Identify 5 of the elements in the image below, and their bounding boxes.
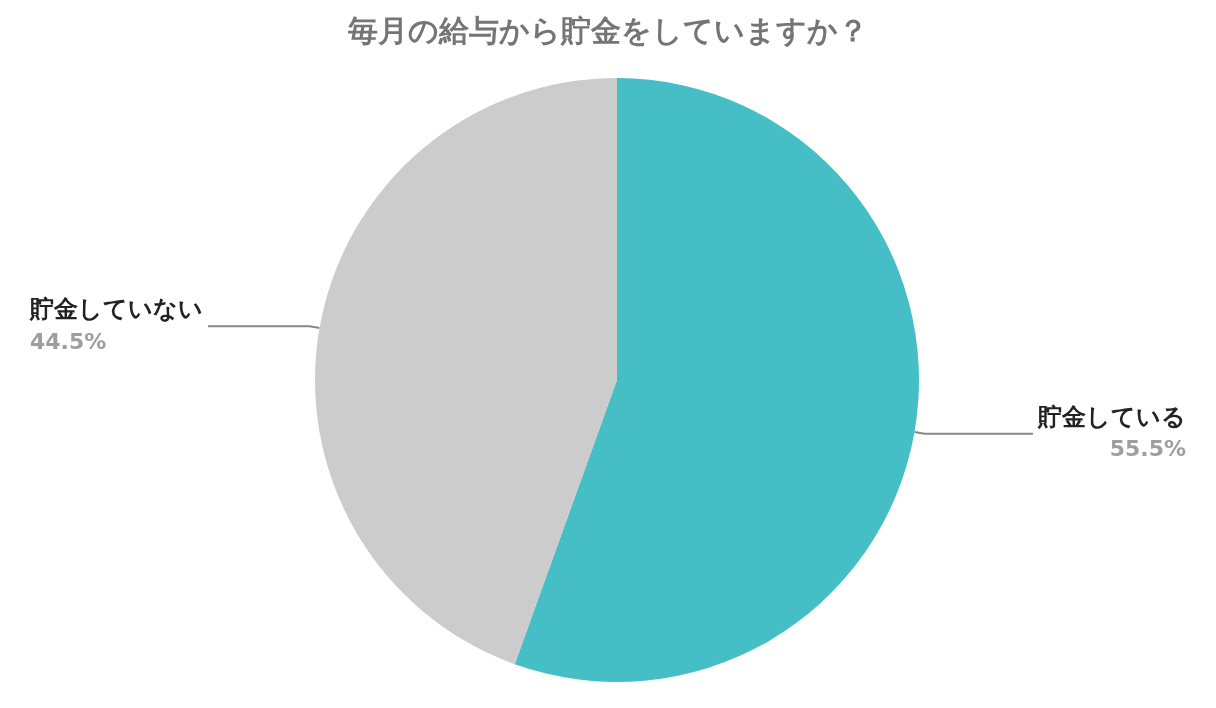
data-label: 55.5% [1109,436,1186,462]
chart-title: 毎月の給与から貯金をしていますか？ [347,12,868,48]
slice-label: 貯金していない [29,295,203,324]
slice-label: 貯金している [1037,402,1186,431]
data-label: 44.5% [30,328,107,354]
